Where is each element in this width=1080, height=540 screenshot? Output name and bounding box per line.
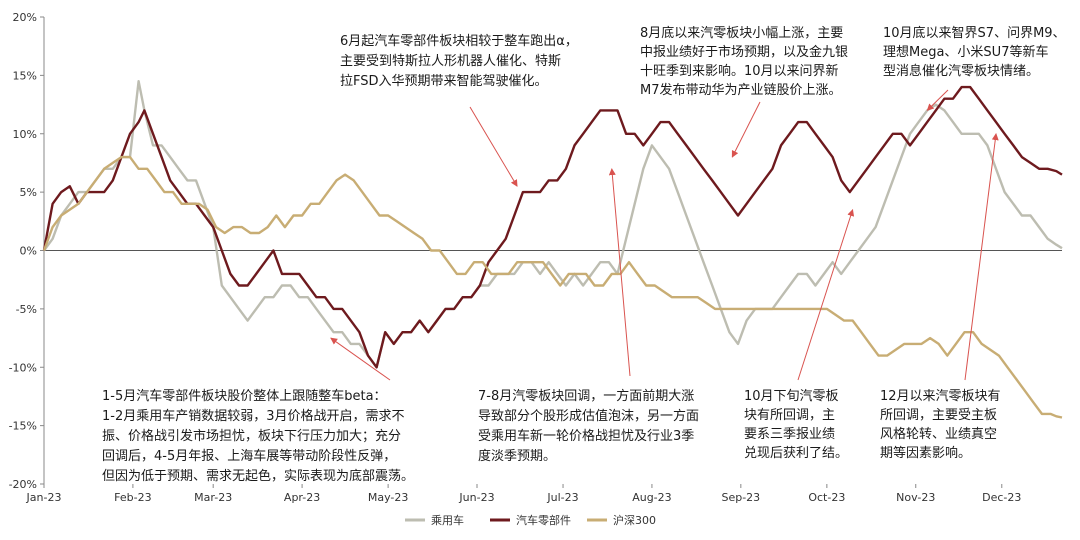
x-tick-label: Jun-23 <box>458 491 494 504</box>
annotation-4-line: 回调后，4-5月年报、上海车展等带动阶段性反弹， <box>102 448 396 464</box>
series-line-1 <box>43 80 1063 369</box>
x-tick-label: May-23 <box>368 491 409 504</box>
y-tick-label: 10% <box>13 128 37 141</box>
annotation-4-line: 1-2月乘用车产销数据较弱，3月价格战开启，需求不 <box>102 408 405 424</box>
annotation-arrow-4 <box>330 337 391 381</box>
series-line-2 <box>42 85 1063 369</box>
annotation-5-line: 7-8月汽零板块回调，一方面前期大涨 <box>478 388 694 404</box>
annotation-arrow-5 <box>608 168 631 377</box>
x-tick-label: Nov-23 <box>896 491 935 504</box>
y-tick-label: -15% <box>9 420 37 433</box>
annotation-3-line: 型消息催化汽零板块情绪。 <box>883 63 1039 79</box>
annotation-7-line: 风格轮转、业绩真空 <box>880 426 997 442</box>
annotation-2-line: 中报业绩好于市场预期，以及金九银 <box>640 44 848 60</box>
x-tick-label: Sep-23 <box>721 491 760 504</box>
x-tick-label: Jan-23 <box>26 491 62 504</box>
y-tick-label: -5% <box>16 303 37 316</box>
annotation-1-line: 主要受到特斯拉人形机器人催化、特斯 <box>340 54 561 69</box>
annotation-7-line: 12月以来汽零板块有 <box>880 389 1001 404</box>
annotation-5-line: 受乘用车新一轮价格战担忧及行业3季 <box>478 428 694 444</box>
legend-label-2: 汽车零部件 <box>516 513 571 527</box>
annotation-5-line: 度淡季预期。 <box>478 448 556 464</box>
y-tick-label: 5% <box>20 186 37 199</box>
x-tick-label: Apr-23 <box>284 491 320 504</box>
series-line-3 <box>42 155 1063 419</box>
x-tick-label: Aug-23 <box>632 491 671 504</box>
annotation-arrow-3 <box>926 89 949 111</box>
y-tick-label: -10% <box>9 361 37 374</box>
annotation-3-line: 理想Mega、小米SU7等新车 <box>883 44 1048 60</box>
annotation-2-line: M7发布带动华为产业链股价上涨。 <box>640 82 842 98</box>
annotation-1-line: 6月起汽车零部件板块相较于整车跑出α， <box>340 33 578 49</box>
annotation-3-line: 10月底以来智界S7、问界M9、 <box>883 25 1066 41</box>
legend-label-1: 乘用车 <box>431 513 464 527</box>
annotation-6-line: 块有所回调，主 <box>744 408 835 423</box>
annotation-5-line: 导致部分个股形成估值泡沫，另一方面 <box>478 408 699 424</box>
x-tick-label: Dec-23 <box>982 491 1021 504</box>
annotation-arrow-2 <box>731 101 761 158</box>
annotation-arrow-6 <box>797 208 855 381</box>
annotation-7-line: 所回调，主要受主板 <box>880 408 997 423</box>
annotation-2-line: 十旺季到来影响。10月以来问界新 <box>640 63 839 79</box>
y-tick-label: 15% <box>13 69 37 82</box>
annotation-arrow-7 <box>964 133 999 381</box>
annotation-4-line: 1-5月汽车零部件板块股价整体上跟随整车beta： <box>102 388 387 404</box>
annotation-6-line: 要系三季报业绩 <box>744 427 835 442</box>
annotation-4-line: 但因为低于预期、需求无起色，实际表现为底部震荡。 <box>102 468 414 484</box>
x-tick-label: Mar-23 <box>194 491 232 504</box>
x-tick-label: Jul-23 <box>546 491 578 504</box>
x-tick-label: Oct-23 <box>808 491 845 504</box>
y-tick-label: -20% <box>9 478 37 491</box>
annotation-2-line: 8月底以来汽零板块小幅上涨，主要 <box>640 25 843 41</box>
y-tick-label: 0% <box>20 245 37 258</box>
x-tick-label: Feb-23 <box>114 491 151 504</box>
annotation-4-line: 振、价格战引发市场担忧，板块下行压力加大；充分 <box>102 428 401 444</box>
annotation-arrow-1 <box>469 106 518 187</box>
annotation-1-line: 拉FSD入华预期带来智能驾驶催化。 <box>340 74 548 89</box>
annotation-6-line: 10月下旬汽零板 <box>744 389 839 404</box>
y-tick-label: 20% <box>13 11 37 24</box>
annotation-6-line: 兑现后获利了结。 <box>744 446 848 461</box>
annotation-7-line: 期等因素影响。 <box>880 445 971 461</box>
legend-label-3: 沪深300 <box>613 513 656 527</box>
